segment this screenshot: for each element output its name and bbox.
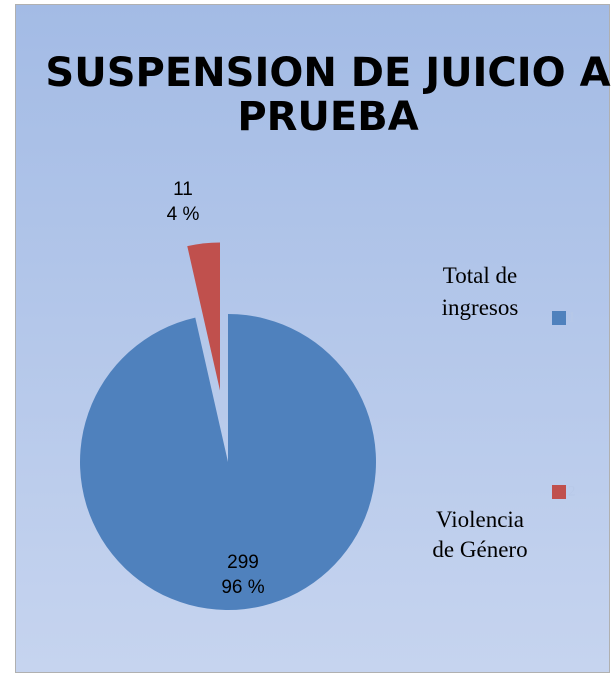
- data-label-percent: 96 %: [221, 577, 264, 598]
- legend-swatch: [552, 311, 566, 325]
- data-label: 299: [227, 552, 259, 573]
- legend-label: Violencia de Género: [432, 507, 527, 562]
- pie-slice: [187, 242, 220, 391]
- data-label: 11: [173, 179, 193, 200]
- pie-slice: [80, 314, 376, 610]
- legend-label: Total de ingresos: [442, 263, 519, 320]
- chart-title: SUSPENSION DE JUICIO A PRUEBA: [45, 50, 610, 140]
- legend-number: 1: [568, 309, 576, 325]
- data-label-percent: 4 %: [167, 204, 200, 225]
- legend-number: 2: [568, 483, 576, 499]
- legend-swatch: [552, 485, 566, 499]
